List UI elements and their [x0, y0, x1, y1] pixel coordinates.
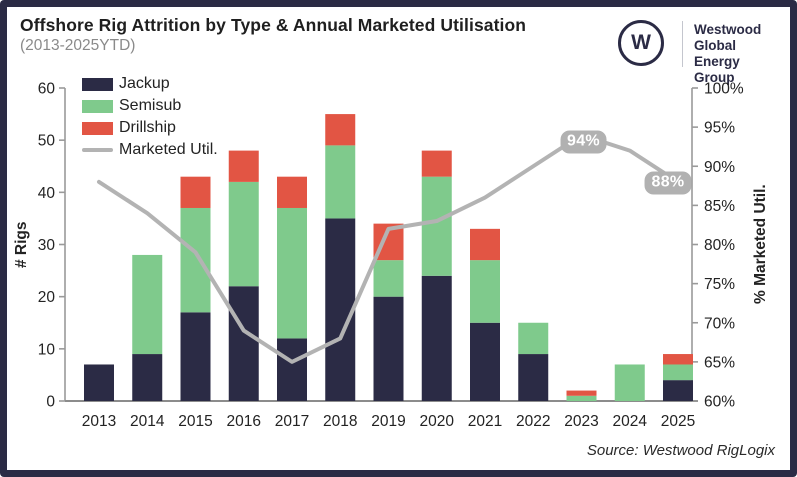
bar-segment-jackup-2020: [421, 275, 452, 401]
bar-segment-semisub-2017: [277, 207, 307, 339]
legend-swatch-semisub-icon: [82, 99, 113, 113]
legend: Jackup Semisub Drillship Marketed Util.: [82, 73, 218, 161]
y-left-tick-label: 50: [38, 133, 56, 150]
bar-segment-jackup-2019: [373, 296, 404, 401]
bar-segment-semisub-2024: [614, 364, 645, 401]
bar-segment-jackup-2025: [663, 380, 693, 401]
source-caption: Source: Westwood RigLogix: [586, 442, 775, 459]
bar-segment-semisub-2015: [180, 207, 211, 313]
y-right-tick-label: 85%: [704, 198, 735, 215]
bar-segment-drillship-2016: [228, 150, 259, 182]
x-axis-year-label: 2014: [130, 413, 165, 430]
bar-segment-drillship-2023: [566, 390, 597, 396]
bar-segment-semisub-2025: [663, 364, 693, 381]
y-left-tick-label: 20: [38, 289, 56, 306]
logo-monogram-letter: W: [631, 31, 651, 54]
annotation-88-percent: 88%: [644, 171, 692, 195]
bar-segment-jackup-2016: [228, 286, 259, 401]
legend-label-jackup: Jackup: [119, 75, 170, 92]
chart-title: Offshore Rig Attrition by Type & Annual …: [20, 15, 527, 35]
bar-segment-semisub-2023: [566, 395, 597, 401]
x-axis-year-label: 2022: [516, 413, 550, 430]
x-axis-year-label: 2023: [564, 413, 598, 430]
bar-segment-semisub-2014: [132, 254, 163, 355]
bar-segment-semisub-2022: [518, 322, 549, 355]
bar-segment-drillship-2020: [421, 150, 452, 177]
chart-canvas: Offshore Rig Attrition by Type & Annual …: [7, 7, 790, 470]
legend-swatch-drillship-icon: [82, 121, 113, 135]
x-axis-year-label: 2016: [227, 413, 261, 430]
legend-item-semisub: Semisub: [82, 95, 218, 117]
legend-item-drillship: Drillship: [82, 117, 218, 139]
x-axis-year-label: 2019: [371, 413, 405, 430]
legend-item-jackup: Jackup: [82, 73, 218, 95]
y-left-tick-label: 40: [38, 185, 56, 202]
legend-label-semisub: Semisub: [119, 97, 182, 114]
logo-wordmark: Westwood Global Energy Group: [694, 22, 785, 86]
x-axis-year-label: 2024: [613, 413, 648, 430]
westwood-logo: W Westwood Global Energy Group: [615, 17, 785, 85]
bar-segment-jackup-2021: [470, 322, 500, 401]
annotation-94-percent: 94%: [560, 130, 607, 154]
bar-segment-jackup-2015: [180, 312, 211, 401]
bar-segment-semisub-2021: [470, 260, 500, 323]
bar-segment-semisub-2020: [421, 176, 452, 276]
y-right-tick-label: 70%: [704, 315, 735, 332]
y-left-tick-label: 10: [38, 341, 56, 358]
y-right-tick-label: 90%: [704, 159, 735, 176]
y-right-tick-label: 75%: [704, 276, 735, 293]
bar-segment-jackup-2022: [518, 354, 549, 401]
x-axis-year-label: 2018: [323, 413, 357, 430]
legend-item-marketed-util: Marketed Util.: [82, 139, 218, 161]
bar-segment-drillship-2021: [470, 228, 500, 261]
plot-area: 0 10 20 30 40 50 60 60% 65% 70% 75% 80% 85% 90% 95% 100…: [38, 81, 744, 431]
logo-line-1: Westwood: [694, 22, 762, 37]
bar-segment-drillship-2025: [663, 354, 693, 365]
logo-line-2: Global Energy: [694, 38, 740, 69]
y-left-tick-label: 60: [38, 81, 56, 98]
x-axis-year-label: 2025: [661, 413, 695, 430]
bar-segment-drillship-2015: [180, 176, 211, 208]
logo-line-3: Group: [694, 70, 735, 85]
x-axis-year-label: 2015: [178, 413, 212, 430]
legend-swatch-jackup-icon: [82, 77, 113, 91]
x-axis-year-label: 2021: [468, 413, 502, 430]
bar-segment-semisub-2018: [325, 145, 356, 219]
x-axis-year-label: 2013: [82, 413, 116, 430]
bar-segment-jackup-2014: [132, 354, 163, 401]
legend-label-drillship: Drillship: [119, 119, 176, 136]
chart-subtitle: (2013-2025YTD): [20, 37, 136, 54]
y-left-tick-label: 30: [38, 237, 56, 254]
bar-segment-jackup-2018: [325, 218, 356, 401]
y-right-tick-label: 65%: [704, 354, 735, 371]
logo-monogram-icon: W: [618, 20, 664, 66]
legend-swatch-marketed-util-icon: [82, 148, 113, 152]
bar-segment-drillship-2017: [277, 176, 307, 208]
bar-segment-semisub-2016: [228, 181, 259, 287]
x-axis-year-label: 2017: [275, 413, 309, 430]
bar-segment-drillship-2018: [325, 114, 356, 146]
y-right-tick-label: 80%: [704, 237, 735, 254]
y-right-tick-label: 100%: [704, 81, 744, 98]
legend-label-marketed-util: Marketed Util.: [119, 141, 218, 158]
x-axis-year-label: 2020: [420, 413, 455, 430]
y-left-tick-label: 0: [46, 394, 55, 411]
bar-segment-jackup-2017: [277, 338, 307, 401]
bar-segment-jackup-2013: [84, 364, 114, 401]
bar-segment-semisub-2019: [373, 260, 404, 297]
y-right-tick-label: 60%: [704, 394, 735, 411]
y-right-tick-label: 95%: [704, 120, 735, 137]
logo-divider: [682, 21, 683, 67]
